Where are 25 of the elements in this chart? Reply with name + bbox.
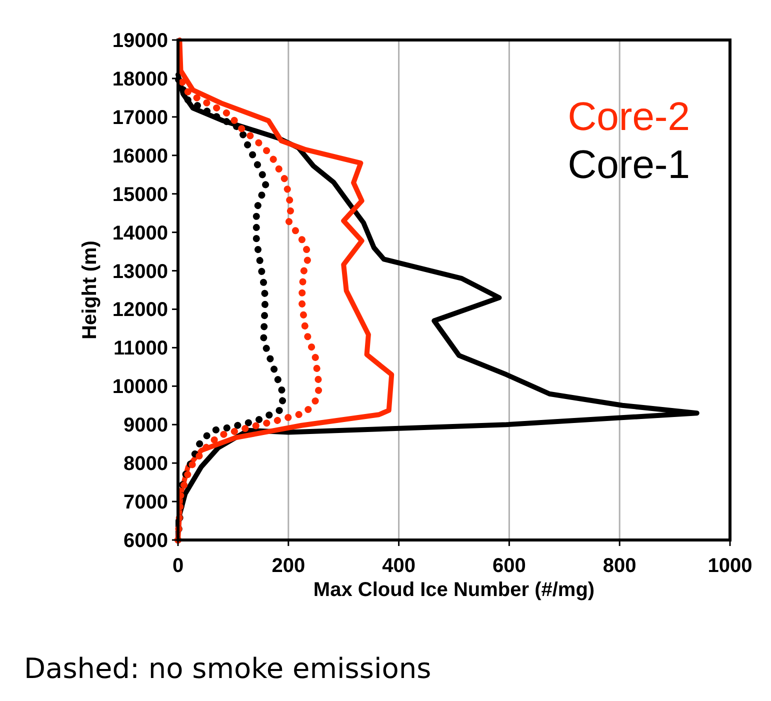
y-tick-label: 19000	[112, 30, 168, 52]
x-axis-title: Max Cloud Ice Number (#/mg)	[313, 579, 595, 601]
x-tick-label: 600	[492, 555, 526, 577]
y-tick-label: 11000	[113, 338, 168, 360]
y-tick-label: 15000	[112, 184, 168, 206]
y-tick-label: 7000	[124, 492, 168, 514]
y-tick-label: 12000	[112, 299, 168, 322]
y-tick-label: 9000	[124, 414, 168, 437]
y-tick-label: 10000	[112, 376, 168, 398]
x-tick-label: 400	[382, 555, 416, 577]
x-tick-label: 0	[172, 555, 184, 577]
text: Core-1	[568, 143, 690, 187]
y-axis-title: Height (m)	[79, 240, 101, 340]
x-tick-label: 800	[602, 555, 636, 577]
text: Dashed: no smoke emissions	[24, 652, 432, 685]
y-tick-label: 13000	[112, 260, 168, 283]
y-tick-label: 6000	[124, 530, 168, 552]
y-tick-label: 14000	[112, 222, 168, 244]
x-tick-label: 1000	[708, 555, 752, 577]
y-tick-label: 16000	[112, 145, 168, 168]
y-tick-label: 8000	[124, 453, 168, 476]
y-tick-label: 17000	[112, 106, 168, 129]
text: Core-2	[568, 95, 690, 139]
y-tick-label: 18000	[112, 68, 168, 90]
x-tick-label: 200	[272, 555, 306, 577]
